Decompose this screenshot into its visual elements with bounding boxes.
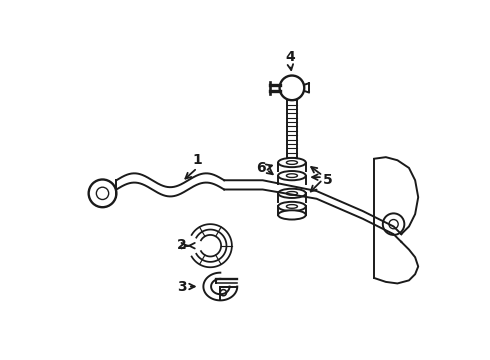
Ellipse shape [278, 158, 306, 167]
Text: 4: 4 [286, 50, 295, 64]
Text: 2: 2 [177, 238, 187, 252]
Text: 6: 6 [256, 161, 266, 175]
Text: 5: 5 [323, 173, 333, 187]
Text: 1: 1 [193, 153, 202, 167]
Ellipse shape [278, 210, 306, 220]
Ellipse shape [278, 189, 306, 198]
Text: 3: 3 [177, 279, 187, 293]
Ellipse shape [278, 202, 306, 211]
Ellipse shape [278, 171, 306, 180]
